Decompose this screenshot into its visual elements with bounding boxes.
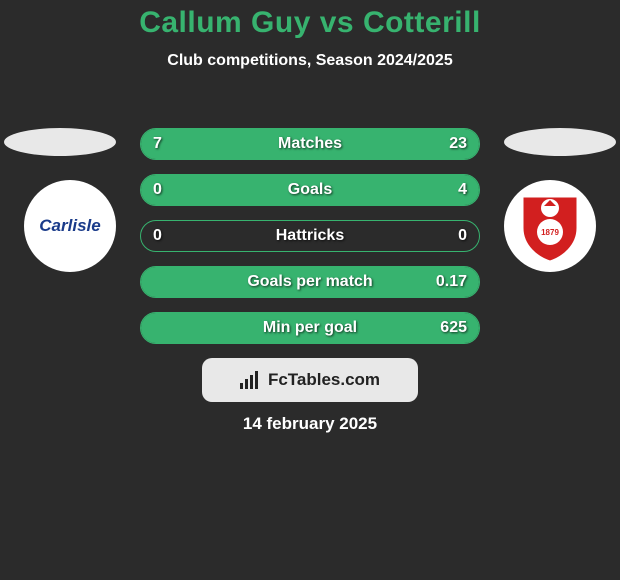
left-ellipse — [4, 128, 116, 156]
shield-icon: 1879 — [517, 188, 583, 264]
brand-text: FcTables.com — [268, 370, 380, 390]
stat-row: 0Goals4 — [140, 174, 480, 206]
page-subtitle: Club competitions, Season 2024/2025 — [0, 52, 620, 70]
footer-date: 14 february 2025 — [0, 414, 620, 434]
page-title: Callum Guy vs Cotterill — [0, 6, 620, 40]
stat-row: Goals per match0.17 — [140, 266, 480, 298]
stat-label: Goals — [141, 175, 479, 207]
stat-label: Hattricks — [141, 221, 479, 253]
left-club-badge: Carlisle — [24, 180, 116, 272]
right-ellipse — [504, 128, 616, 156]
svg-text:1879: 1879 — [541, 228, 559, 237]
stat-row: 7Matches23 — [140, 128, 480, 160]
left-club-badge-label: Carlisle — [39, 216, 100, 236]
bar-chart-icon — [240, 371, 262, 389]
stat-value-right: 625 — [440, 313, 467, 345]
right-club-badge: 1879 — [504, 180, 596, 272]
stat-value-right: 4 — [458, 175, 467, 207]
stat-label: Min per goal — [141, 313, 479, 345]
stat-row: 0Hattricks0 — [140, 220, 480, 252]
stat-row: Min per goal625 — [140, 312, 480, 344]
stats-table: 7Matches230Goals40Hattricks0Goals per ma… — [140, 128, 480, 358]
comparison-card: Callum Guy vs Cotterill Club competition… — [0, 6, 620, 580]
stat-value-right: 23 — [449, 129, 467, 161]
brand-badge[interactable]: FcTables.com — [202, 358, 418, 402]
stat-value-right: 0.17 — [436, 267, 467, 299]
stat-label: Goals per match — [141, 267, 479, 299]
stat-value-right: 0 — [458, 221, 467, 253]
stat-label: Matches — [141, 129, 479, 161]
